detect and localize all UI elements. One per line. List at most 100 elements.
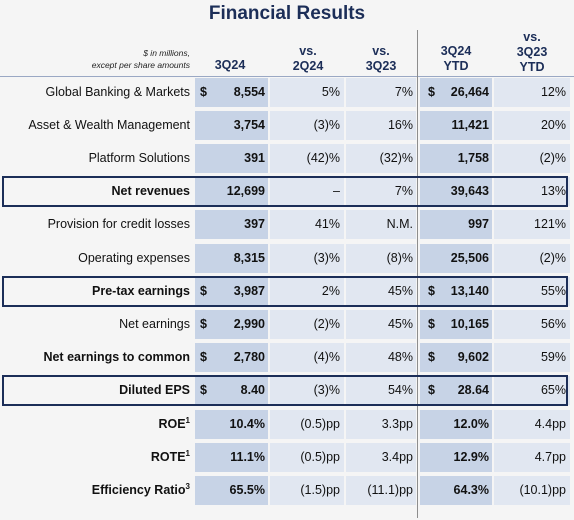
- value-vs-3q23-ytd: 121%: [534, 217, 566, 231]
- value-vs-2q24: (0.5)pp: [300, 450, 340, 464]
- currency-ytd: $: [428, 284, 435, 298]
- value-vs-3q23: 54%: [387, 383, 413, 397]
- row-label: Global Banking & Markets: [0, 78, 190, 107]
- row-label-text: Net revenues: [111, 184, 190, 198]
- table-row-net-earnings: Net earnings $2,990 (2)% 45% $10,165 56%: [0, 310, 574, 339]
- row-band: [346, 277, 416, 306]
- table-row-net-revenues: Net revenues 12,699 – 7% 39,643 13%: [0, 177, 574, 206]
- value-vs-2q24: (4)%: [313, 350, 340, 364]
- row-band: [420, 210, 492, 239]
- currency-3q24: $: [200, 383, 207, 397]
- row-label: ROTE1: [0, 443, 190, 472]
- table-row-diluted-eps: Diluted EPS $8.40 (3)% 54% $28.64 65%: [0, 376, 574, 405]
- row-band: [420, 476, 492, 505]
- row-band: [346, 310, 416, 339]
- row-band: [420, 343, 492, 372]
- value-3q24-ytd: 11,421: [451, 118, 489, 132]
- highlight-box-net-revenues: [2, 176, 568, 207]
- value-vs-3q23-ytd: 65%: [540, 383, 566, 397]
- row-label: Provision for credit losses: [0, 210, 190, 239]
- row-band: [270, 111, 344, 140]
- row-label: Pre-tax earnings: [0, 277, 190, 306]
- value-3q24: 65.5%: [229, 483, 265, 497]
- value-vs-3q23: 48%: [387, 350, 413, 364]
- row-band: [494, 376, 570, 405]
- row-band: [195, 111, 268, 140]
- currency-3q24: $: [200, 85, 207, 99]
- header-rule: [0, 76, 574, 77]
- value-vs-2q24: 5%: [321, 85, 340, 99]
- row-band: [494, 343, 570, 372]
- row-band: [420, 78, 492, 107]
- row-band: [346, 343, 416, 372]
- row-band: [270, 376, 344, 405]
- row-label-text: ROE: [158, 417, 186, 431]
- highlight-box-diluted-eps: [2, 375, 568, 406]
- row-band: [346, 443, 416, 472]
- value-vs-3q23: (8)%: [386, 251, 413, 265]
- units-note-line2: except per share amounts: [91, 60, 190, 70]
- value-vs-3q23-ytd: 12%: [540, 85, 566, 99]
- row-band: [494, 144, 570, 173]
- value-vs-2q24: –: [333, 184, 340, 198]
- row-label: Diluted EPS: [0, 376, 190, 405]
- value-3q24-ytd: 997: [468, 217, 489, 231]
- value-vs-3q23: 45%: [387, 284, 413, 298]
- row-band: [270, 277, 344, 306]
- value-3q24-ytd: 39,643: [450, 184, 489, 198]
- value-vs-3q23-ytd: 20%: [540, 118, 566, 132]
- highlight-box-pre-tax-earnings: [2, 276, 568, 307]
- value-3q24: 8,315: [233, 251, 265, 265]
- column-headers: 3Q24 vs. 2Q24 vs. 3Q23 3Q24 YTD vs. 3Q23 YTD: [0, 0, 574, 76]
- row-label-text: Pre-tax earnings: [92, 284, 190, 298]
- row-band: [346, 210, 416, 239]
- row-band: [346, 78, 416, 107]
- value-3q24: 8,554: [233, 85, 265, 99]
- value-3q24-ytd: 12.9%: [453, 450, 489, 464]
- row-label: Net earnings: [0, 310, 190, 339]
- currency-ytd: $: [428, 350, 435, 364]
- row-band: [346, 410, 416, 439]
- row-band: [195, 144, 268, 173]
- value-vs-2q24: (3)%: [313, 118, 340, 132]
- row-band: [494, 210, 570, 239]
- row-band: [494, 177, 570, 206]
- row-band: [195, 277, 268, 306]
- footnote-marker: 1: [185, 415, 190, 425]
- row-band: [346, 476, 416, 505]
- row-label: Operating expenses: [0, 244, 190, 273]
- row-band: [420, 177, 492, 206]
- value-vs-2q24: 2%: [321, 284, 340, 298]
- row-label: ROE1: [0, 410, 190, 439]
- row-band: [420, 443, 492, 472]
- value-3q24-ytd: 9,602: [457, 350, 489, 364]
- value-vs-3q23: (11.1)pp: [367, 483, 413, 497]
- table-row-pre-tax-earnings: Pre-tax earnings $3,987 2% 45% $13,140 55%: [0, 277, 574, 306]
- table-row-operating-expenses: Operating expenses 8,315 (3)% (8)% 25,506 (2)…: [0, 244, 574, 273]
- row-band: [420, 310, 492, 339]
- table-row-roe: ROE1 10.4% (0.5)pp 3.3pp 12.0% 4.4pp: [0, 410, 574, 439]
- table-row-provision-for-credit-losses: Provision for credit losses 397 41% N.M. 997…: [0, 210, 574, 239]
- row-band: [270, 144, 344, 173]
- row-label-text: ROTE: [150, 450, 186, 464]
- row-band: [420, 277, 492, 306]
- footnote-marker: 1: [185, 448, 190, 458]
- value-vs-3q23-ytd: 13%: [540, 184, 566, 198]
- value-vs-3q23-ytd: (10.1)pp: [519, 483, 566, 497]
- value-3q24-ytd: 64.3%: [453, 483, 489, 497]
- header-vs-2q24: vs. 2Q24: [292, 44, 324, 73]
- row-band: [494, 78, 570, 107]
- row-band: [195, 177, 268, 206]
- row-band: [420, 244, 492, 273]
- value-3q24-ytd: 12.0%: [453, 417, 489, 431]
- row-band: [195, 443, 268, 472]
- table-row-asset-wealth-management: Asset & Wealth Management 3,754 (3)% 16% 11,…: [0, 111, 574, 140]
- currency-3q24: $: [200, 350, 207, 364]
- row-label: Platform Solutions: [0, 144, 190, 173]
- row-band: [195, 244, 268, 273]
- row-band: [494, 410, 570, 439]
- value-3q24-ytd: 26,464: [450, 85, 489, 99]
- row-label: Asset & Wealth Management: [0, 111, 190, 140]
- value-vs-3q23: N.M.: [386, 217, 413, 231]
- value-3q24: 12,699: [226, 184, 265, 198]
